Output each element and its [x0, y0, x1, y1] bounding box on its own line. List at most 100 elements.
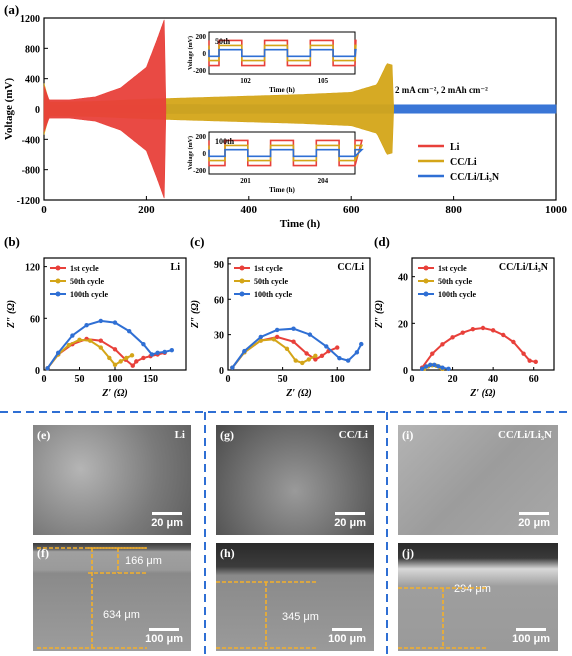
- sem-cross-cc-li-li3n: (j) 294 μm 100 μm: [398, 543, 558, 651]
- data-point: [430, 351, 435, 356]
- sem-cross-cc-li: (h) 345 μm 100 μm: [216, 543, 374, 651]
- legend-marker: [55, 265, 61, 271]
- y-axis-label: Z″ (Ω): [374, 300, 385, 329]
- sem-cross-li: (f) 166 μm 634 μm 100 μm: [33, 543, 191, 651]
- legend-marker: [423, 265, 429, 271]
- thickness-label: 634 μm: [103, 609, 140, 621]
- data-point: [446, 366, 451, 372]
- legend-label: 1st cycle: [254, 264, 283, 273]
- x-tick-label: 1000: [545, 204, 568, 216]
- x-tick-label: 20: [448, 374, 458, 385]
- panel-label: (b): [4, 234, 20, 249]
- data-point: [424, 364, 429, 369]
- thickness-label: 294 μm: [454, 583, 491, 595]
- scale-bar: 20 μm: [334, 512, 366, 529]
- y-tick-label: 90: [214, 260, 224, 271]
- series-line: [46, 319, 173, 369]
- x-tick-label: 200: [138, 204, 155, 216]
- data-point: [313, 353, 318, 359]
- inset-x-axis-label: Time (h): [269, 86, 295, 94]
- x-tick-label: 50: [75, 374, 85, 385]
- data-point: [293, 358, 298, 363]
- data-point: [501, 332, 506, 338]
- plot-frame: [411, 257, 555, 371]
- data-point: [112, 320, 118, 325]
- data-point: [242, 348, 247, 354]
- sem-top-li: (e) Li 20 μm: [33, 425, 191, 535]
- panel-label: (h): [220, 546, 235, 560]
- x-tick-label: 800: [445, 204, 462, 216]
- inset-label: 100th: [215, 137, 235, 146]
- data-point: [274, 327, 280, 333]
- data-point: [149, 352, 155, 357]
- data-point: [337, 356, 342, 361]
- y-axis-label: Voltage (mV): [3, 78, 15, 141]
- data-point: [319, 353, 325, 359]
- inset-trace: [208, 148, 364, 158]
- data-point: [480, 325, 486, 331]
- y-tick-label: 40: [398, 273, 408, 284]
- inset-y-axis-label: Voltage (mV): [187, 136, 194, 170]
- panel-label: (a): [4, 2, 19, 17]
- legend-label: 50th cycle: [70, 277, 104, 286]
- x-tick-label: 0: [226, 374, 231, 385]
- data-point: [162, 349, 167, 355]
- data-point: [335, 345, 340, 350]
- data-point: [440, 342, 445, 347]
- data-point: [460, 330, 465, 335]
- inset-y-axis-label: Voltage (mV): [187, 36, 194, 70]
- legend-label: 100th cycle: [254, 290, 292, 299]
- panel-label: (e): [37, 428, 51, 442]
- data-point: [432, 362, 437, 368]
- y-axis-label: Z″ (Ω): [6, 300, 17, 329]
- thickness-label: 345 μm: [282, 611, 319, 623]
- data-point: [450, 335, 455, 340]
- data-point: [70, 333, 75, 338]
- scale-bar: 20 μm: [151, 512, 183, 529]
- sample-label: CC/Li/Li₃N: [497, 429, 552, 441]
- legend-marker: [239, 291, 245, 297]
- data-point: [98, 338, 104, 343]
- inset-x-tick-label: 201: [240, 177, 251, 185]
- panel-label: (c): [190, 234, 204, 249]
- legend-label: 100th cycle: [438, 290, 476, 299]
- data-point: [527, 358, 532, 363]
- y-tick-label: 0: [219, 366, 224, 377]
- inset-label: 50th: [215, 37, 231, 46]
- y-tick-label: 0: [35, 366, 40, 377]
- data-point: [511, 339, 516, 345]
- panel-label: (d): [374, 234, 390, 249]
- legend-label: CC/Li: [450, 157, 477, 168]
- x-tick-label: 100: [108, 374, 123, 385]
- data-point: [521, 351, 526, 356]
- data-point: [291, 326, 296, 331]
- data-point: [307, 332, 313, 337]
- legend-marker: [239, 265, 245, 271]
- data-point: [118, 359, 123, 364]
- sample-label: CC/Li/Li₃N: [499, 262, 549, 273]
- data-point: [440, 365, 445, 370]
- data-point: [324, 344, 329, 349]
- inset-y-tick-label: 200: [196, 133, 207, 141]
- y-tick-label: 400: [25, 75, 40, 86]
- sample-label: CC/Li: [337, 262, 364, 273]
- scale-bar: 100 μm: [328, 628, 366, 645]
- data-point: [274, 334, 280, 340]
- x-axis-label: Z′ (Ω): [469, 388, 496, 399]
- y-tick-label: 30: [214, 331, 224, 342]
- inset: -200 0 200 100th 201 204 Time (h) Voltage (mV): [187, 131, 364, 194]
- plot-frame: [227, 257, 371, 371]
- inset-x-tick-label: 204: [318, 177, 329, 185]
- x-tick-label: 40: [488, 374, 498, 385]
- data-point: [359, 341, 364, 347]
- sample-label: CC/Li: [338, 429, 368, 441]
- data-point: [436, 364, 441, 369]
- data-point: [258, 334, 263, 340]
- inset-y-tick-label: -200: [193, 167, 206, 175]
- panel-label: (g): [220, 428, 234, 442]
- x-axis-label: Z′ (Ω): [101, 388, 128, 399]
- data-point: [84, 323, 89, 328]
- data-point: [490, 328, 496, 333]
- data-point: [533, 359, 538, 365]
- series-li: [43, 19, 167, 199]
